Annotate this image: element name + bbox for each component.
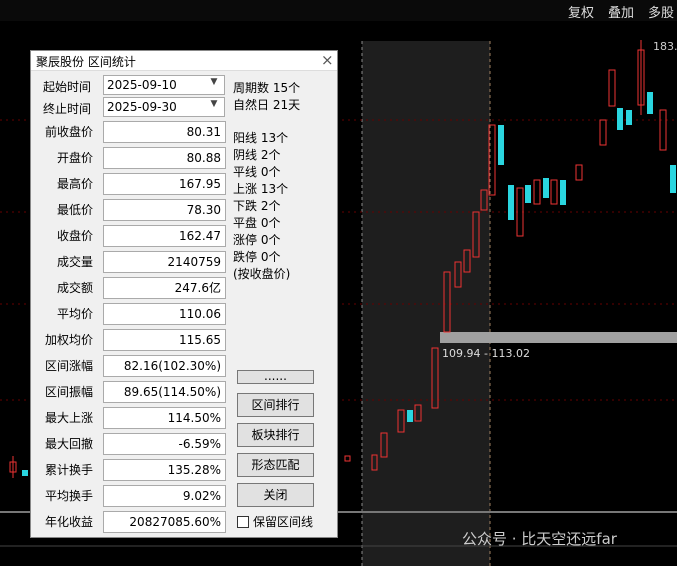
dialog-button[interactable]: 板块排行 [237,423,314,447]
field-label: 收盘价 [56,229,93,243]
stat-text: 上涨 13个 [233,182,289,196]
dialog-button[interactable]: 区间排行 [237,393,314,417]
close-icon[interactable]: × [321,51,334,69]
field-value: 135.28% [103,459,226,481]
field-label: 年化收益 [44,515,93,529]
field-value: 80.31 [103,121,226,143]
stat-text: 阳线 13个 [233,131,289,145]
field-label: 最高价 [56,177,93,191]
field-label: 最大上涨 [44,411,93,425]
field-label: 区间涨幅 [44,359,93,373]
toolbar-button[interactable]: 叠加 [608,6,635,21]
period-text: 周期数 15个 [233,81,301,95]
dialog: 聚辰股份 区间统计 × 起始时间 2025-09-10 ▼ 终止时间 2025-09-3… [30,50,338,538]
field-label: 加权均价 [44,333,93,347]
field-label: 区间振幅 [44,385,93,399]
stat-text: 下跌 2个 [233,199,281,213]
date-label: 起始时间 [43,80,92,94]
field-value: -6.59% [103,433,226,455]
watermark: 公众号 · 比天空还远far [462,530,617,548]
stat-text: 平线 0个 [233,165,281,179]
dropdown-arrow[interactable]: ▼ [210,77,218,87]
field-label: 平均换手 [44,489,93,503]
field-label: 开盘价 [56,151,93,165]
toolbar-button[interactable]: 多股 [648,6,675,21]
field-value: 247.6亿 [103,277,226,299]
stat-text: 阴线 2个 [233,148,281,162]
field-label: 成交额 [56,281,93,295]
stat-text: 平盘 0个 [233,216,281,230]
field-value: 167.95 [103,173,226,195]
field-value: 162.47 [103,225,226,247]
range-label: 109.94 - 113.02 [442,347,530,360]
date-picker[interactable]: 2025-09-10 [103,75,225,95]
field-label: 最低价 [56,203,93,217]
field-value: 110.06 [103,303,226,325]
stat-text: (按收盘价) [233,267,291,281]
field-label: 累计换手 [44,463,93,477]
period-text: 自然日 21天 [233,98,301,112]
field-value: 2140759 [103,251,226,273]
toolbar-button[interactable]: 复权 [568,6,595,21]
date-label: 终止时间 [43,102,92,116]
field-label: 前收盘价 [44,125,93,139]
checkbox-label[interactable]: 保留区间线 [253,515,314,529]
date-picker[interactable]: 2025-09-30 [103,97,225,117]
field-label: 最大回撤 [44,437,93,451]
field-value: 80.88 [103,147,226,169]
high-label: 183. [653,40,677,53]
dropdown-arrow[interactable]: ▼ [210,99,218,109]
dialog-button[interactable]: 形态匹配 [237,453,314,477]
dialog-button[interactable]: 关闭 [237,483,314,507]
field-value: 20827085.60% [103,511,226,533]
field-value: 114.50% [103,407,226,429]
field-value: 9.02% [103,485,226,507]
dialog-title: 聚辰股份 区间统计 [36,55,136,69]
field-value: 78.30 [103,199,226,221]
title-bar [31,51,337,71]
field-label: 成交量 [56,255,93,269]
dialog-button[interactable]: ...... [237,370,314,384]
stat-text: 涨停 0个 [233,233,281,247]
checkbox[interactable] [237,516,249,528]
field-value: 82.16(102.30%) [103,355,226,377]
field-value: 89.65(114.50%) [103,381,226,403]
field-label: 平均价 [56,307,93,321]
field-value: 115.65 [103,329,226,351]
stat-text: 跌停 0个 [233,250,281,264]
